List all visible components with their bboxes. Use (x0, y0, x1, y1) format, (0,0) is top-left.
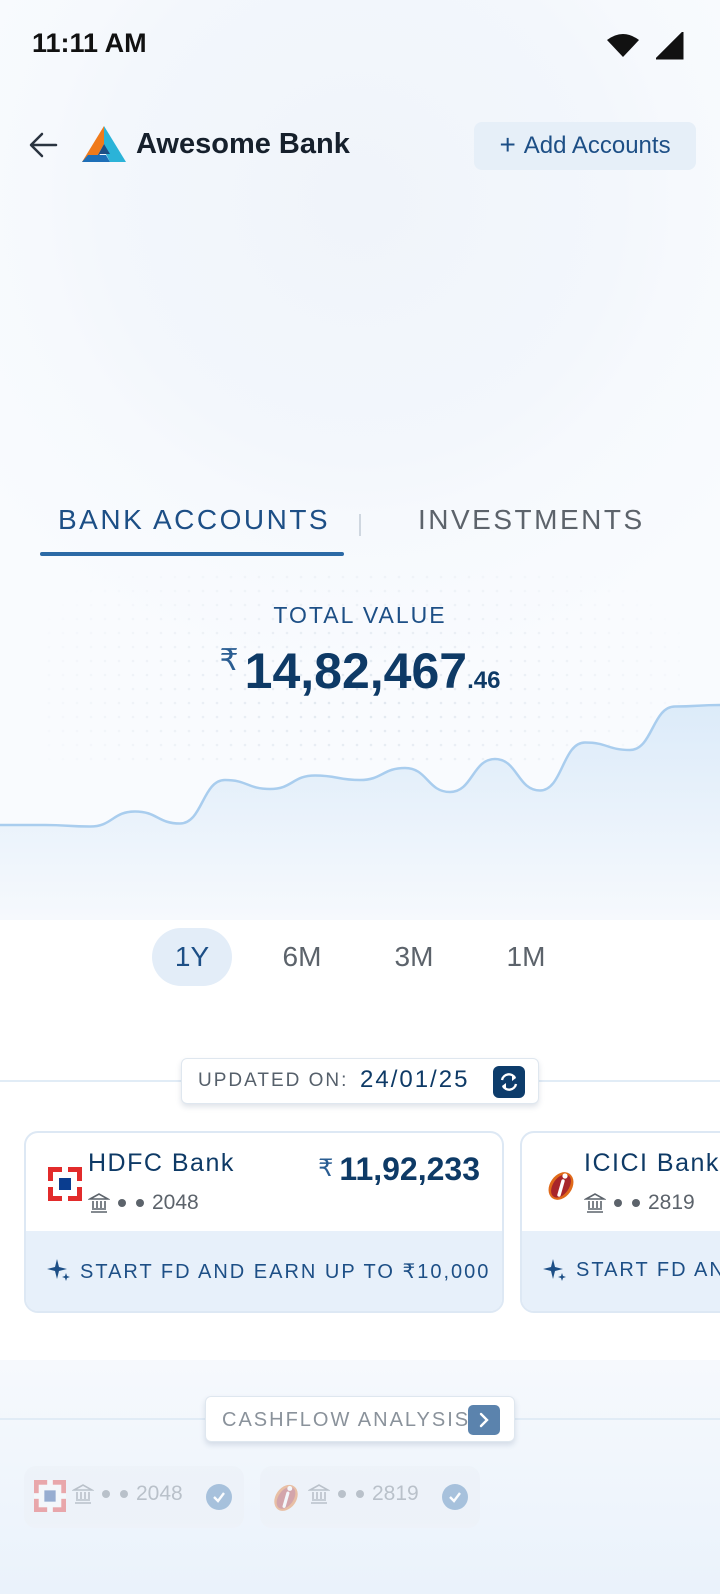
bank-building-icon (584, 1193, 606, 1213)
total-value-label: TOTAL VALUE (273, 602, 447, 628)
range-6m-button[interactable]: 6M (282, 941, 322, 972)
chart-dot-pattern (40, 570, 680, 770)
range-1m-button[interactable]: 1M (506, 941, 546, 972)
sparkle-icon (46, 1257, 72, 1288)
currency-symbol: ₹ (318, 1155, 334, 1182)
account-suffix: 2048 (136, 1482, 183, 1505)
back-button[interactable] (26, 128, 60, 162)
wifi-icon (606, 34, 640, 63)
plus-icon: + (499, 129, 516, 160)
hdfc-logo-icon (48, 1167, 82, 1206)
tab-separator (359, 514, 361, 536)
total-amount-decimal: .46 (467, 667, 501, 694)
fd-offer-banner[interactable]: START FD AN (522, 1231, 720, 1311)
fd-offer-text: START FD AND EARN UP TO ₹10,000 (80, 1261, 491, 1283)
bank-balance-amount: 11,92,233 (339, 1151, 480, 1187)
fd-offer-text: START FD AN (576, 1259, 720, 1281)
chart-line (0, 703, 720, 828)
bank-logo-icon (80, 124, 128, 169)
range-3m-button[interactable]: 3M (394, 941, 434, 972)
bank-name: ICICI Bank (584, 1149, 720, 1177)
check-icon (206, 1484, 232, 1510)
mask-dot (632, 1199, 640, 1207)
icici-logo-icon (544, 1167, 578, 1206)
status-time: 11:11 AM (32, 28, 147, 58)
add-accounts-label: Add Accounts (523, 132, 671, 159)
account-number: 2819 (308, 1482, 419, 1506)
icici-logo-icon (270, 1480, 302, 1517)
mask-dot (338, 1490, 346, 1498)
refresh-icon (500, 1073, 518, 1091)
sparkle-icon (542, 1257, 568, 1288)
mask-dot (102, 1490, 110, 1498)
account-number: 2048 (88, 1191, 199, 1215)
tab-investments[interactable]: INVESTMENTS (418, 504, 645, 535)
mask-dot (120, 1490, 128, 1498)
mask-dot (136, 1199, 144, 1207)
tab-bank-accounts[interactable]: BANK ACCOUNTS (58, 504, 331, 535)
active-tab-indicator (40, 552, 344, 556)
total-amount: 14,82,467 (244, 643, 468, 699)
bank-building-icon (72, 1484, 94, 1504)
bank-card-hdfc[interactable]: HDFC Bank 2048 ₹11,92,233 START FD AND E… (24, 1131, 504, 1313)
bank-name: HDFC Bank (88, 1149, 235, 1177)
bank-balance: ₹11,92,233 (318, 1151, 480, 1188)
arrow-left-icon (29, 132, 58, 158)
add-accounts-button[interactable]: + Add Accounts (474, 122, 696, 170)
refresh-button[interactable] (493, 1066, 525, 1098)
chevron-right-icon (468, 1405, 500, 1435)
updated-date: 24/01/25 (360, 1066, 470, 1093)
account-suffix: 2048 (152, 1191, 199, 1214)
cashflow-account-chip[interactable]: 2048 (24, 1466, 244, 1528)
bank-card-icici[interactable]: ICICI Bank 2819 START FD AN (520, 1131, 720, 1313)
balance-trend-chart (0, 570, 720, 920)
hdfc-logo-icon (34, 1480, 66, 1517)
status-bar: 11:11 AM (0, 0, 720, 90)
account-suffix: 2819 (648, 1191, 695, 1214)
bank-building-icon (88, 1193, 110, 1213)
brand-name: Awesome Bank (136, 128, 350, 160)
bank-building-icon (308, 1484, 330, 1504)
mask-dot (356, 1490, 364, 1498)
total-value: ₹14,82,467.46 (0, 642, 720, 700)
account-suffix: 2819 (372, 1482, 419, 1505)
signal-icon (654, 30, 684, 65)
updated-badge: UPDATED ON: 24/01/25 (181, 1058, 539, 1104)
account-number: 2048 (72, 1482, 183, 1506)
updated-label: UPDATED ON: (198, 1070, 349, 1091)
fd-offer-banner[interactable]: START FD AND EARN UP TO ₹10,000 (26, 1231, 502, 1311)
check-icon (442, 1484, 468, 1510)
range-selector: 1Y 6M 3M 1M (0, 928, 720, 988)
cashflow-label: CASHFLOW ANALYSIS (222, 1409, 471, 1431)
currency-symbol: ₹ (219, 644, 239, 677)
cashflow-analysis-button[interactable]: CASHFLOW ANALYSIS (205, 1396, 515, 1442)
range-1y-button[interactable]: 1Y (152, 928, 232, 986)
chart-area (0, 705, 720, 920)
mask-dot (118, 1199, 126, 1207)
account-number: 2819 (584, 1191, 695, 1215)
account-tabs: BANK ACCOUNTS INVESTMENTS (0, 500, 720, 560)
cashflow-account-chip[interactable]: 2819 (260, 1466, 480, 1528)
mask-dot (614, 1199, 622, 1207)
